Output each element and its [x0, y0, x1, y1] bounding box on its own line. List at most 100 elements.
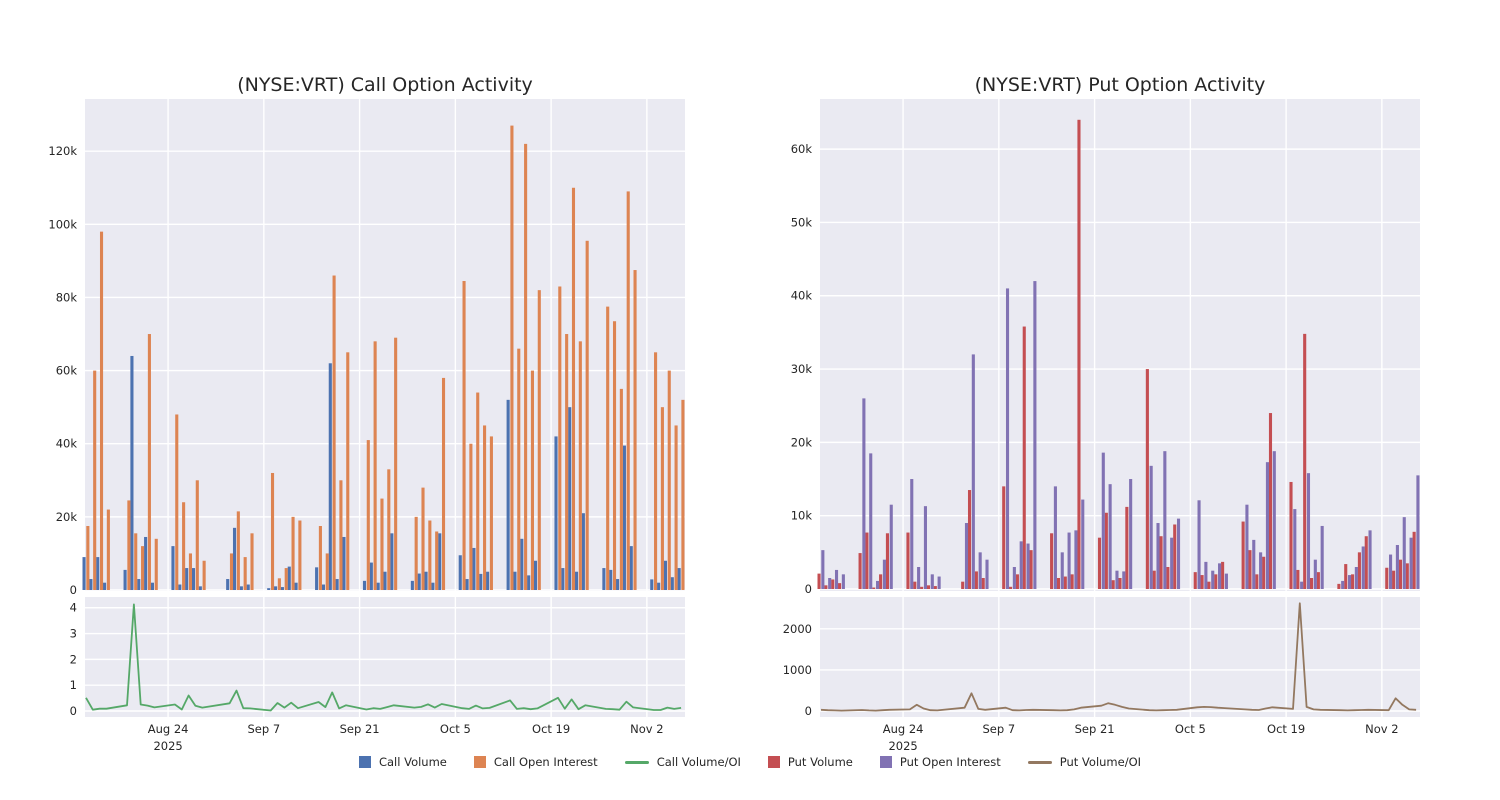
call-volume-bar: [677, 568, 681, 590]
put-open-interest-bar: [1320, 525, 1324, 589]
x-tick-label: Aug 24: [883, 722, 924, 736]
call-open-interest-bar: [414, 516, 418, 590]
call-open-interest-bar: [489, 436, 493, 590]
put-open-interest-bar: [834, 569, 839, 589]
y-tick-label: 10k: [791, 509, 813, 523]
y-tick-label: 120k: [48, 144, 77, 158]
call-open-interest-bar: [175, 414, 179, 590]
legend-label: Put Open Interest: [899, 755, 1001, 769]
x-tick-label: Sep 7: [983, 722, 1016, 736]
put-open-interest-bar: [862, 398, 866, 589]
call-open-interest-bar: [654, 352, 658, 590]
call-open-interest-bar: [380, 498, 384, 590]
call-volume-bar: [581, 513, 585, 590]
legend-label: Call Volume/OI: [656, 755, 741, 769]
legend-item-put-volume-oi: Put Volume/OI: [1027, 755, 1141, 769]
put-open-interest-bar: [1395, 545, 1399, 589]
put-volume-bar: [906, 532, 910, 589]
put-volume-bar: [920, 586, 924, 589]
call-volume-bar: [246, 584, 250, 590]
call-open-interest-bar: [250, 533, 254, 590]
plot-background: [820, 597, 1420, 717]
y-tick-label: 0: [70, 704, 77, 718]
call-open-interest-bar: [530, 370, 534, 590]
put-volume-bar: [967, 490, 972, 589]
put-open-interest-bar: [1341, 580, 1345, 589]
put-open-interest-bar: [1176, 518, 1181, 589]
y-tick-label: 40k: [791, 289, 813, 303]
put-volume-swatch-icon: [767, 756, 780, 768]
x-tick-label: Sep 7: [248, 722, 281, 736]
call-open-interest-bar: [633, 270, 637, 590]
put-open-interest-bar: [869, 453, 873, 589]
x-tick-label: Aug 24: [148, 722, 189, 736]
call-open-interest-bar: [134, 533, 138, 590]
put-open-interest-bar: [1005, 288, 1010, 589]
put-volume-bar: [1268, 413, 1273, 589]
call-open-interest-bar: [674, 425, 678, 590]
put-volume-bar: [1111, 580, 1115, 589]
call-volume-bar: [178, 584, 182, 590]
legend-item-put-volume: Put Volume: [767, 755, 853, 769]
call-open-interest-bar: [626, 191, 630, 590]
put-volume-bar: [1022, 326, 1026, 589]
call-volume-bar: [328, 363, 332, 590]
put-open-interest-bar: [1081, 499, 1085, 589]
call-volume-bar: [650, 579, 654, 590]
call-volume-bar: [609, 569, 613, 590]
put-volume-bar: [1125, 506, 1129, 589]
put-open-interest-bar: [841, 574, 845, 589]
call-volume-bar: [622, 445, 626, 590]
put-open-interest-bar: [1204, 561, 1208, 589]
call-open-interest-bar: [558, 286, 562, 590]
put-volume-bar: [1159, 536, 1163, 589]
call-volume-bar: [232, 527, 237, 590]
put-volume-bar: [1015, 574, 1019, 589]
put-volume-bar: [1097, 537, 1102, 589]
put-volume-bar: [1214, 574, 1218, 589]
put-volume-bar: [1241, 521, 1245, 589]
call-open-interest-bar: [346, 352, 350, 590]
put-open-interest-bar: [1313, 559, 1317, 589]
put-volume-bar: [1118, 578, 1122, 589]
call-volume-bar: [376, 582, 380, 590]
panel-call-option-activity: 0 20k 40k 60k 80k 100k 120k: [48, 99, 685, 597]
put-volume-oi-line-swatch-icon: [1027, 760, 1052, 764]
put-open-interest-bar: [1101, 452, 1105, 589]
call-volume-bar: [315, 567, 319, 590]
call-open-interest-bar: [332, 275, 336, 590]
put-open-interest-bar: [1245, 504, 1249, 589]
call-volume-bar: [472, 547, 476, 590]
chart-legend: Call Volume Call Open Interest Call Volu…: [0, 755, 1500, 769]
call-volume-bar: [431, 582, 435, 590]
call-open-interest-bar: [517, 348, 521, 590]
put-volume-bar: [1255, 574, 1259, 589]
put-volume-bar: [1200, 575, 1204, 589]
put-open-interest-bar: [985, 559, 989, 589]
call-volume-bar: [465, 579, 469, 590]
x-tick-label: Oct 5: [440, 722, 471, 736]
x-tick-year-label: 2025: [153, 739, 182, 753]
call-volume-bar: [479, 573, 483, 590]
put-volume-bar: [1385, 567, 1389, 589]
put-open-interest-bar: [910, 479, 914, 589]
y-tick-label: 2: [70, 652, 77, 666]
put-open-interest-bar: [1306, 473, 1311, 589]
call-open-interest-bar: [127, 500, 131, 590]
call-open-interest-bar: [476, 392, 480, 590]
y-tick-label: 20k: [791, 435, 813, 449]
call-volume-bar: [137, 579, 141, 590]
put-volume-bar: [1173, 524, 1177, 589]
call-volume-bar: [150, 582, 154, 590]
y-tick-label: 3: [70, 627, 77, 641]
put-volume-bar: [858, 553, 862, 589]
call-volume-bar: [239, 586, 243, 590]
call-volume-bar: [82, 557, 86, 590]
put-open-interest-bar: [1163, 451, 1167, 589]
y-tick-label: 80k: [56, 290, 78, 304]
y-tick-label: 1000: [783, 663, 812, 677]
put-volume-bar: [1221, 561, 1225, 589]
call-chart-title: (NYSE:VRT) Call Option Activity: [237, 74, 533, 96]
call-open-interest-bar: [441, 377, 446, 590]
